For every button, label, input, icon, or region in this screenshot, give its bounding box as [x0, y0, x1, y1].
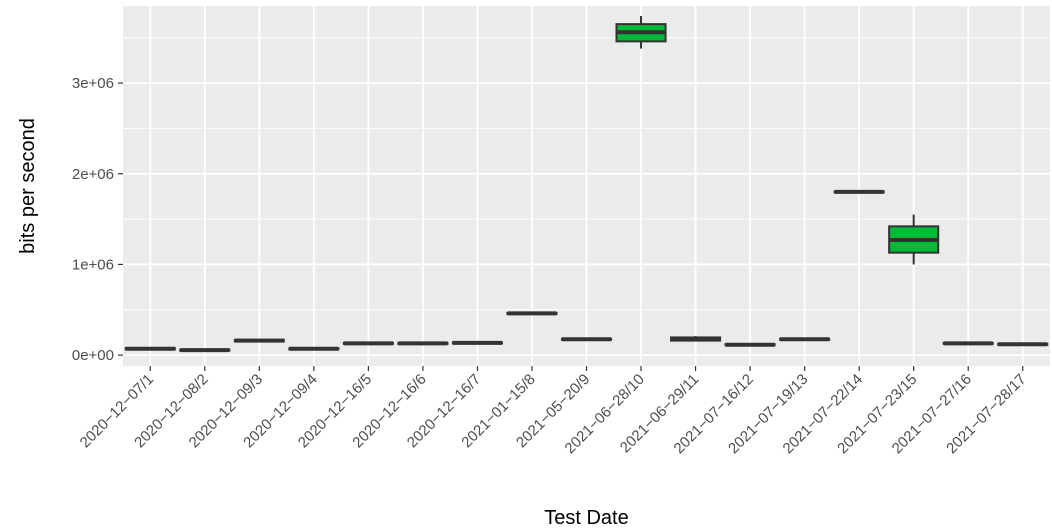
box-13 — [779, 337, 831, 342]
box-17 — [997, 342, 1049, 347]
y-axis: 0e+00 1e+06 2e+06 3e+06 — [72, 75, 123, 364]
box-12 — [724, 342, 776, 347]
x-axis: 2020−12−07/12020−12−08/22020−12−09/32020… — [77, 366, 1030, 457]
box-10 — [615, 15, 667, 49]
x-axis-title: Test Date — [544, 507, 628, 529]
boxes — [124, 15, 1049, 353]
y-axis-title: bits per second — [17, 118, 39, 254]
box-16 — [942, 341, 994, 346]
box-1 — [124, 346, 176, 351]
major-gridlines — [123, 6, 1050, 366]
y-tick-label: 0e+00 — [72, 347, 114, 364]
box-11 — [670, 336, 722, 342]
y-tick-label: 3e+06 — [72, 75, 114, 92]
box-5 — [342, 341, 394, 346]
box-14 — [833, 189, 885, 194]
box-9 — [560, 337, 613, 342]
box-2 — [179, 348, 231, 353]
y-tick-label: 2e+06 — [72, 166, 114, 183]
box-15 — [888, 214, 940, 265]
box-8 — [506, 311, 558, 316]
box-4 — [288, 346, 340, 351]
box-7 — [451, 340, 503, 345]
box-6 — [397, 341, 449, 346]
y-tick-label: 1e+06 — [72, 256, 114, 273]
box-3 — [233, 338, 285, 343]
